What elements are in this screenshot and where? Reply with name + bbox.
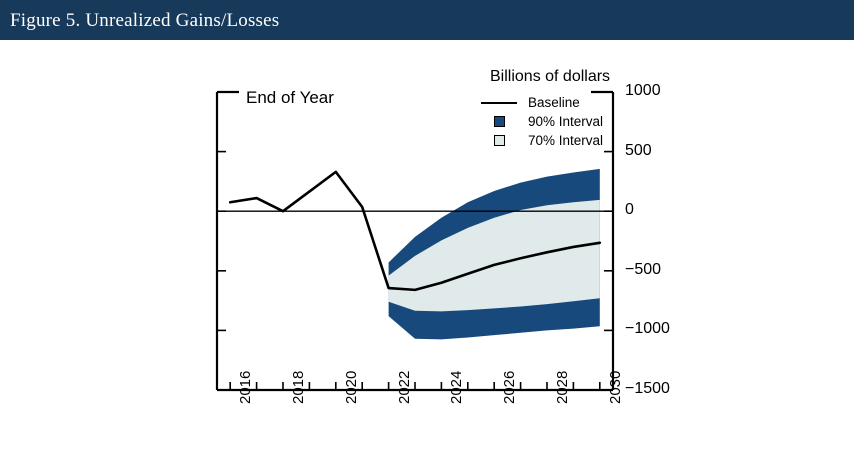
x-axis-tick-label: 2018 (290, 370, 307, 404)
y-axis-tick-label: −1000 (625, 320, 670, 338)
filled-square-swatch-icon (478, 116, 520, 127)
legend-item-interval-90: 90% Interval (478, 113, 603, 130)
panel-note-label: End of Year (246, 88, 334, 107)
line-swatch-icon (478, 101, 520, 104)
x-axis-tick-label: 2016 (237, 370, 255, 404)
y-axis-tick-label: −500 (625, 260, 662, 278)
x-axis-tick-label: 2024 (448, 370, 466, 404)
x-axis-tick-label: 2030 (606, 370, 624, 404)
baseline-series-line (228, 170, 602, 292)
chart-legend: Baseline 90% Interval 70% Interval (478, 94, 603, 151)
x-axis-tick-label: 2026 (501, 370, 519, 404)
legend-label: Baseline (528, 95, 580, 110)
page-title: Figure 5. Unrealized Gains/Losses (10, 10, 280, 31)
x-axis-tick-label: 2028 (554, 370, 571, 404)
x-axis-tick-label: 2022 (395, 370, 413, 404)
chart-area: Billions of dollars End of Year Baseline… (0, 40, 854, 457)
y-axis-tick-label: 1000 (625, 82, 661, 99)
chart-canvas (215, 90, 615, 392)
y-axis-units-label: Billions of dollars (490, 68, 611, 85)
legend-label: 90% Interval (528, 114, 604, 129)
legend-item-baseline: Baseline (478, 94, 603, 111)
figure-header-bar: Figure 5. Unrealized Gains/Losses (0, 0, 854, 40)
y-axis-tick-label: 0 (625, 201, 634, 219)
legend-item-interval-70: 70% Interval (478, 132, 603, 149)
legend-label: 70% Interval (528, 133, 604, 148)
y-axis-tick-label: −1500 (625, 380, 670, 397)
open-square-swatch-icon (478, 135, 520, 146)
y-axis-tick-label: 500 (625, 141, 652, 159)
x-axis-tick-label: 2020 (342, 370, 360, 404)
